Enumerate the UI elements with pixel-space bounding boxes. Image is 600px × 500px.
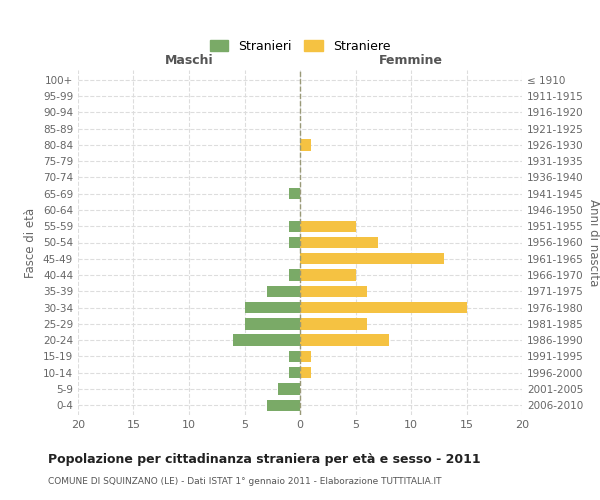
Bar bbox=[289, 220, 300, 232]
Text: Maschi: Maschi bbox=[164, 54, 214, 66]
Bar bbox=[300, 237, 378, 248]
Bar bbox=[278, 384, 300, 394]
Bar bbox=[300, 350, 311, 362]
Bar bbox=[300, 286, 367, 297]
Bar bbox=[266, 286, 300, 297]
Bar bbox=[233, 334, 300, 346]
Text: COMUNE DI SQUINZANO (LE) - Dati ISTAT 1° gennaio 2011 - Elaborazione TUTTITALIA.: COMUNE DI SQUINZANO (LE) - Dati ISTAT 1°… bbox=[48, 478, 442, 486]
Bar bbox=[266, 400, 300, 411]
Y-axis label: Fasce di età: Fasce di età bbox=[25, 208, 37, 278]
Bar bbox=[289, 270, 300, 280]
Bar bbox=[300, 270, 355, 280]
Legend: Stranieri, Straniere: Stranieri, Straniere bbox=[205, 35, 395, 58]
Bar bbox=[300, 139, 311, 150]
Text: Popolazione per cittadinanza straniera per età e sesso - 2011: Popolazione per cittadinanza straniera p… bbox=[48, 452, 481, 466]
Bar bbox=[300, 302, 467, 314]
Bar bbox=[289, 350, 300, 362]
Text: Femmine: Femmine bbox=[379, 54, 443, 66]
Bar bbox=[245, 302, 300, 314]
Bar bbox=[245, 318, 300, 330]
Bar bbox=[300, 367, 311, 378]
Bar bbox=[300, 318, 367, 330]
Bar bbox=[300, 253, 444, 264]
Bar bbox=[289, 188, 300, 200]
Bar bbox=[300, 220, 355, 232]
Y-axis label: Anni di nascita: Anni di nascita bbox=[587, 199, 600, 286]
Bar bbox=[300, 334, 389, 346]
Bar bbox=[289, 367, 300, 378]
Bar bbox=[289, 237, 300, 248]
